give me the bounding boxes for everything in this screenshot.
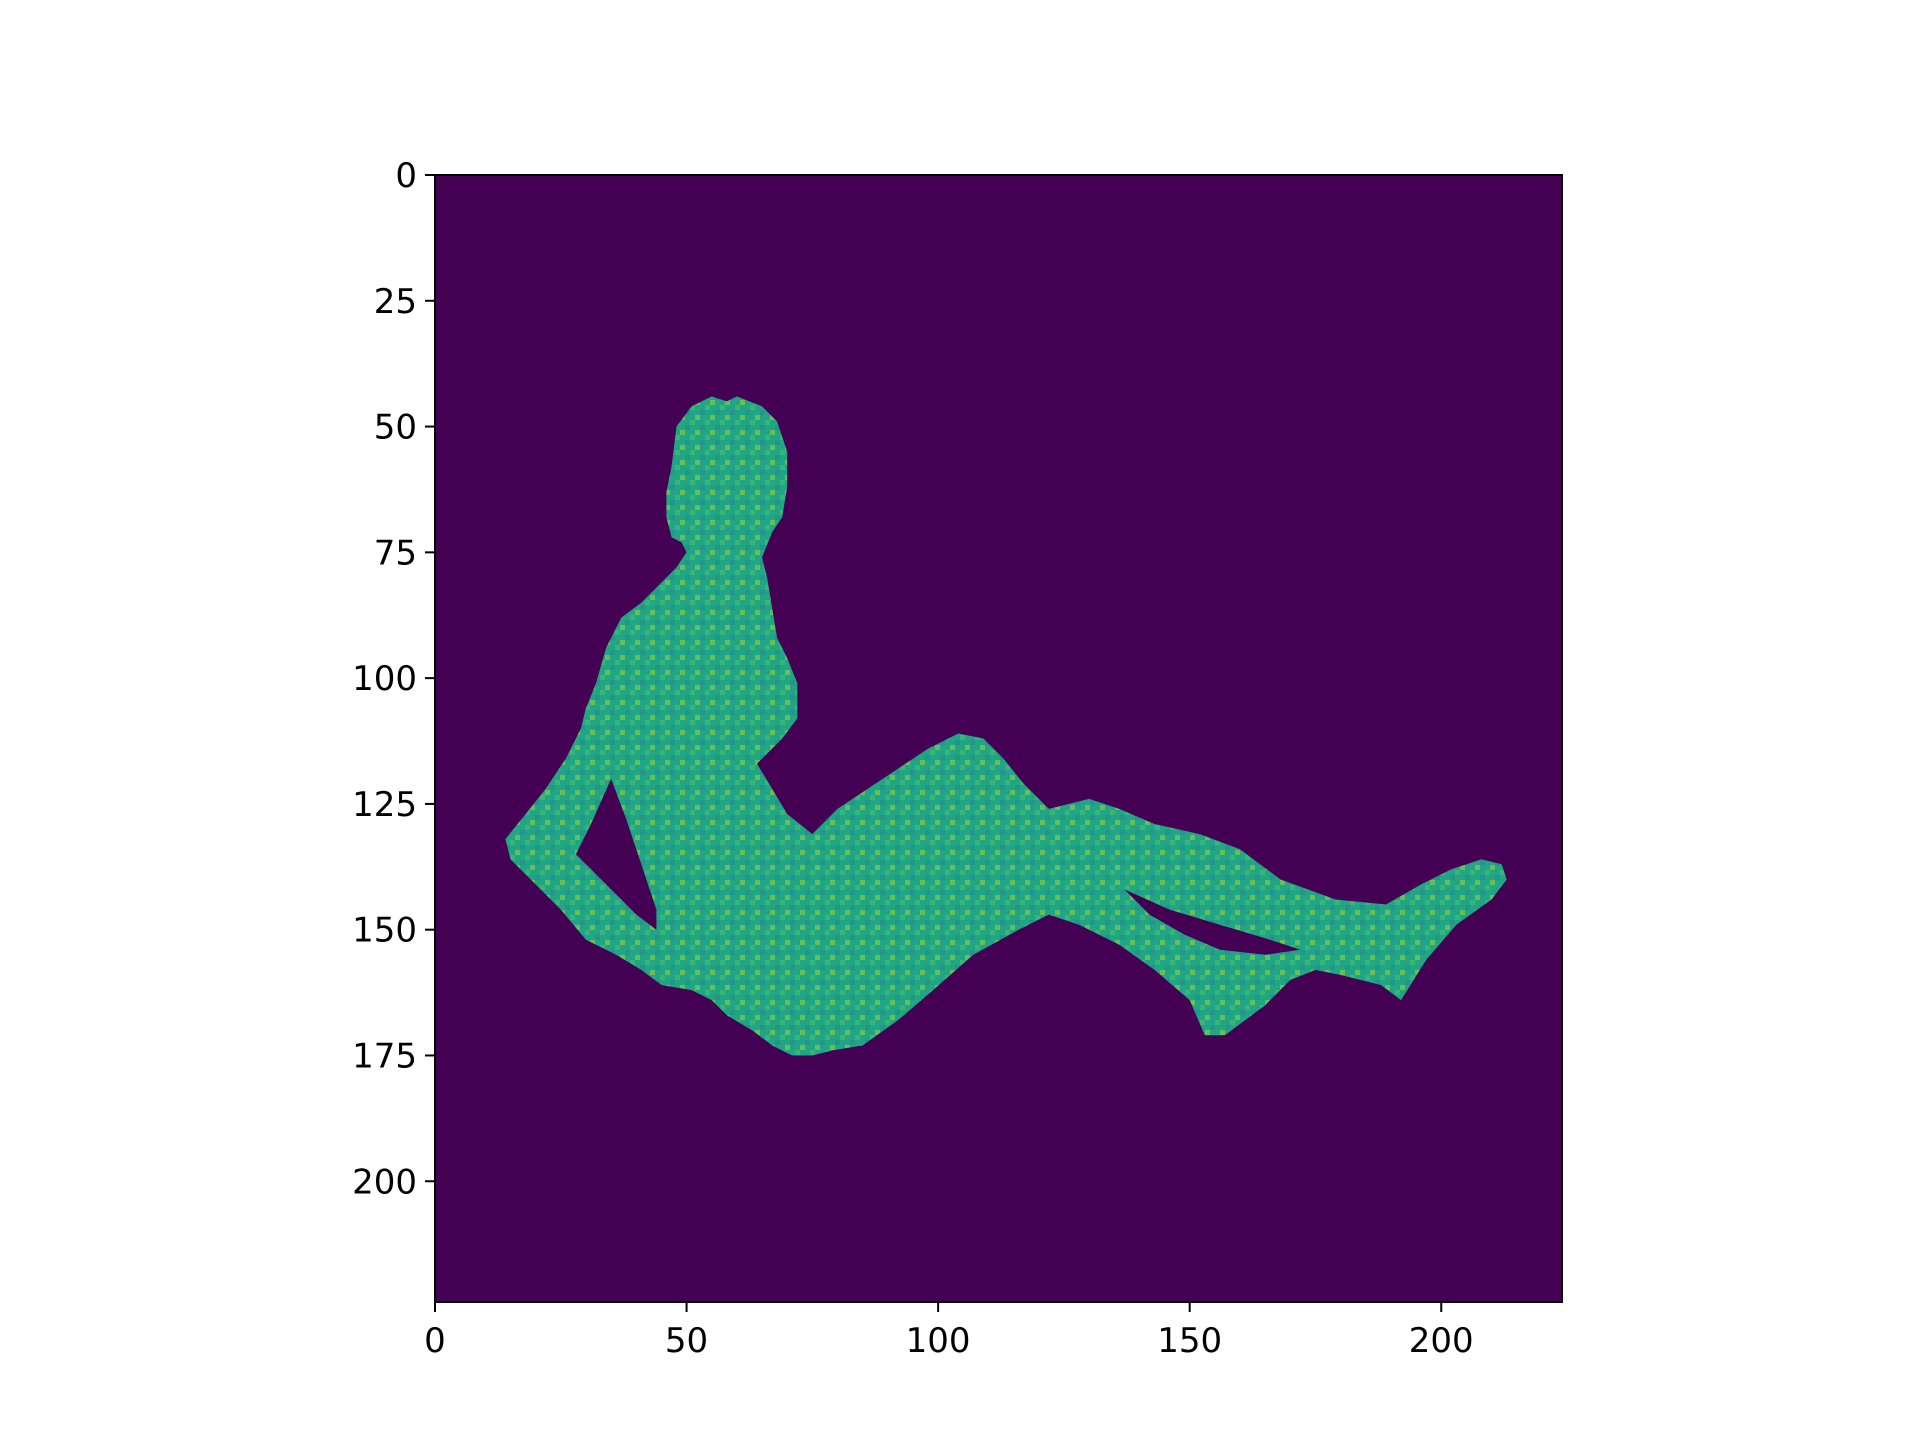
- x-tick-label: 100: [906, 1321, 971, 1361]
- x-tick-label: 0: [424, 1321, 446, 1361]
- figure-silhouette: [505, 396, 1507, 1056]
- y-tick-label: 150: [352, 911, 417, 951]
- image-area: [435, 175, 1562, 1302]
- x-tick-label: 50: [665, 1321, 708, 1361]
- plot-frame: [434, 174, 1563, 1303]
- y-tick-label: 175: [352, 1036, 417, 1076]
- x-axis: 0 50 100 150 200: [424, 1302, 1474, 1361]
- y-tick-label: 200: [352, 1162, 417, 1202]
- y-tick-label: 125: [352, 785, 417, 825]
- x-tick-label: 200: [1409, 1321, 1474, 1361]
- y-axis: 0 25 50 75 100 125 150 175 200: [352, 156, 435, 1202]
- y-tick-label: 25: [374, 282, 417, 322]
- y-tick-label: 0: [395, 156, 417, 196]
- y-tick-label: 100: [352, 659, 417, 699]
- x-tick-label: 150: [1157, 1321, 1222, 1361]
- y-tick-label: 75: [374, 533, 417, 573]
- y-tick-label: 50: [374, 408, 417, 448]
